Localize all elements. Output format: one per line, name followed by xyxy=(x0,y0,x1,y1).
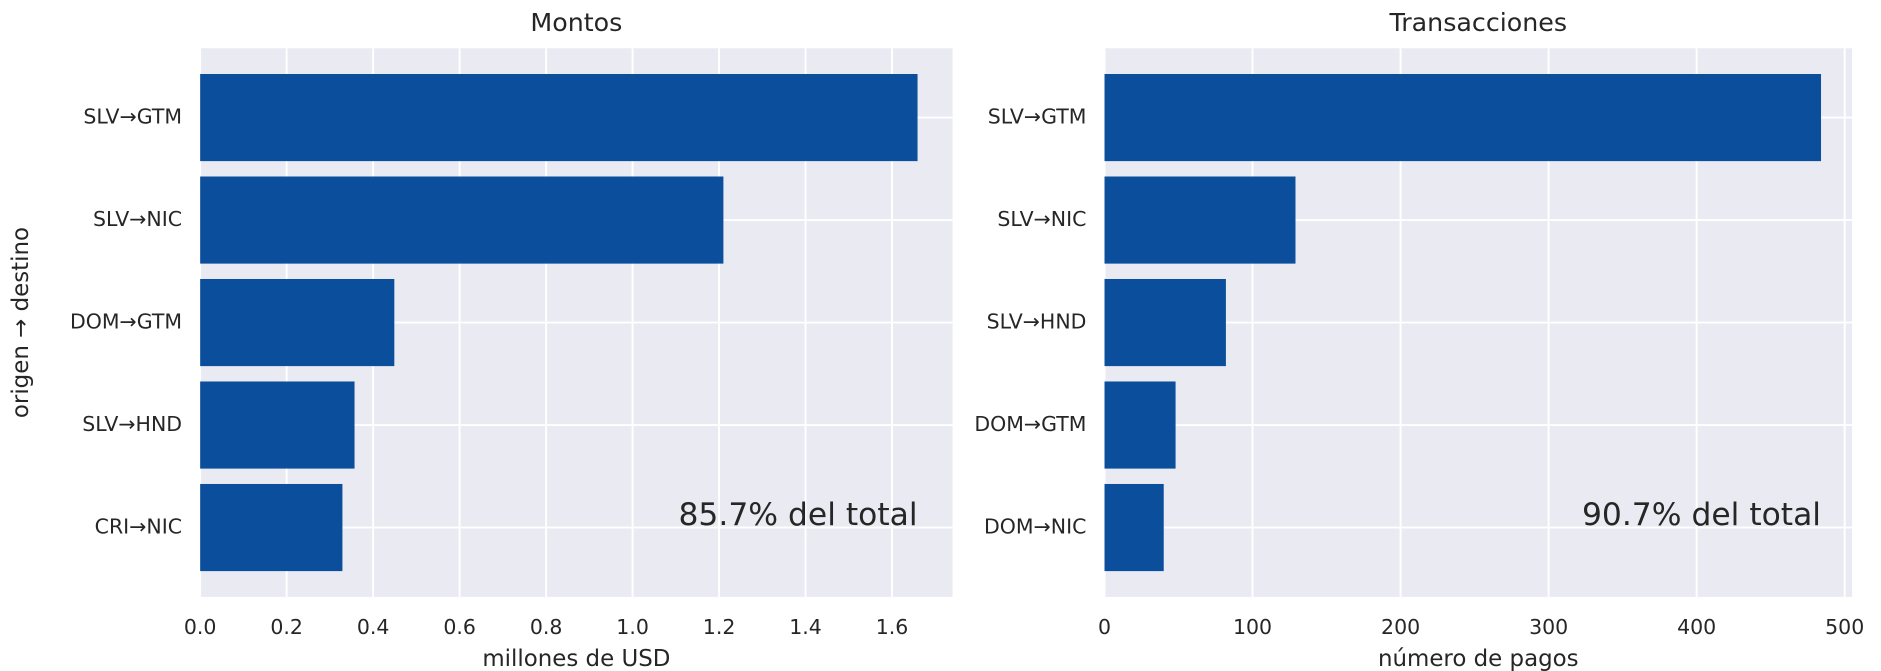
bar xyxy=(200,74,918,162)
annotation: 85.7% del total xyxy=(678,497,917,533)
x-tick-label: 0.0 xyxy=(184,615,217,639)
bar xyxy=(200,381,355,469)
figure: 0.0 0.2 0.4 0.6 0.8 1.0 1.2 1.4 1.6 SLV→GTM SLV→NI… xyxy=(8,7,1864,671)
y-tick-label: CRI→NIC xyxy=(95,515,182,539)
bar xyxy=(1104,483,1164,572)
x-tick-label: 0.4 xyxy=(357,615,390,639)
x-tick-label: 0.8 xyxy=(530,615,563,639)
x-axis-label: número de pagos xyxy=(1378,646,1579,671)
chart-title: Montos xyxy=(530,7,622,37)
x-tick-label: 1.2 xyxy=(703,615,736,639)
x-tick-label: 300 xyxy=(1529,615,1568,639)
y-tick-label: SLV→GTM xyxy=(988,105,1087,129)
x-tick-label: 500 xyxy=(1825,615,1864,639)
x-tick-label: 1.0 xyxy=(616,615,649,639)
y-tick-label: SLV→NIC xyxy=(93,207,182,231)
bar xyxy=(1104,176,1296,264)
y-tick-label: DOM→GTM xyxy=(974,412,1086,436)
x-tick-label: 1.6 xyxy=(876,615,909,639)
x-tick-label: 200 xyxy=(1381,615,1420,639)
bar xyxy=(200,176,724,264)
bar xyxy=(200,278,395,367)
bar xyxy=(1104,381,1176,469)
y-axis-label: origen → destino xyxy=(8,227,34,418)
y-tick-label: SLV→NIC xyxy=(997,207,1086,231)
chart-title: Transacciones xyxy=(1389,7,1568,37)
x-tick-label: 0.2 xyxy=(270,615,303,639)
x-tick-label: 0 xyxy=(1098,615,1111,639)
y-tick-label: SLV→HND xyxy=(987,310,1087,334)
y-tick-label: SLV→GTM xyxy=(83,105,182,129)
y-tick-label: DOM→NIC xyxy=(984,515,1086,539)
x-tick-label: 100 xyxy=(1233,615,1272,639)
y-tick-label: DOM→GTM xyxy=(70,310,182,334)
y-tick-label: SLV→HND xyxy=(82,412,182,436)
bar xyxy=(200,483,343,572)
bar xyxy=(1104,74,1822,162)
x-axis-label: millones de USD xyxy=(482,646,670,671)
annotation: 90.7% del total xyxy=(1582,497,1821,533)
x-tick-label: 400 xyxy=(1677,615,1716,639)
x-tick-label: 0.6 xyxy=(443,615,476,639)
x-tick-label: 1.4 xyxy=(789,615,822,639)
bar xyxy=(1104,278,1226,367)
